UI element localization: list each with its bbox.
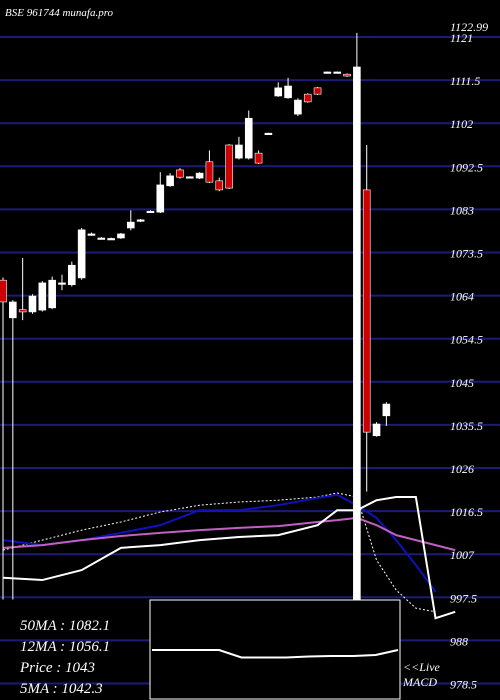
- info-text: 5MA : 1042.3: [20, 681, 103, 697]
- candle-body: [136, 219, 145, 222]
- candle-body: [274, 87, 283, 97]
- candle-body: [9, 301, 17, 319]
- candle-body: [303, 93, 312, 103]
- y-tick-label: 1026: [450, 462, 474, 476]
- candle-body: [126, 221, 135, 229]
- candle-body: [343, 73, 351, 77]
- y-tick-label: 1073.5: [450, 247, 483, 261]
- y-tick-label: 978.5: [450, 677, 477, 691]
- candle-body: [353, 66, 361, 601]
- indicator-line: [2, 496, 456, 620]
- y-tick-label: 1111.5: [450, 74, 480, 88]
- candle-body: [28, 295, 37, 313]
- candle-body: [215, 180, 224, 191]
- y-tick-label: 1102: [450, 117, 473, 131]
- candle-body: [156, 184, 165, 213]
- candle-body: [77, 229, 86, 279]
- candle-body: [235, 144, 243, 159]
- macd-label: MACD: [402, 675, 437, 689]
- last-high-label: 1122.99: [450, 20, 488, 34]
- candle-body: [68, 264, 76, 286]
- y-tick-label: 988: [450, 634, 468, 648]
- candle-body: [38, 282, 47, 311]
- candle-body: [117, 233, 125, 239]
- candle-body: [205, 161, 214, 183]
- candle-body: [195, 172, 204, 179]
- y-tick-label: 1007: [450, 548, 475, 562]
- y-tick-label: 997.5: [450, 591, 477, 605]
- candle-body: [225, 144, 233, 189]
- candle-body: [166, 175, 174, 187]
- candle-body: [372, 423, 381, 437]
- candle-body: [294, 99, 302, 115]
- candle-body: [323, 71, 332, 74]
- chart-title: BSE 961744 munafa.pro: [5, 7, 114, 19]
- candle-body: [176, 169, 184, 178]
- indicator-line: [2, 516, 456, 552]
- info-text: Price : 1043: [19, 660, 95, 676]
- candle-body: [0, 279, 7, 303]
- y-tick-label: 1121: [450, 31, 473, 45]
- y-tick-label: 1035.5: [450, 419, 483, 433]
- info-text: 12MA : 1056.1: [20, 639, 110, 655]
- indicator-line: [2, 492, 436, 613]
- candle-body: [58, 282, 66, 285]
- candle-body: [185, 176, 194, 179]
- candle-body: [313, 87, 322, 95]
- y-tick-label: 1092.5: [450, 160, 483, 174]
- y-tick-label: 1045: [450, 376, 474, 390]
- candle-body: [97, 237, 106, 240]
- candle-body: [254, 152, 263, 164]
- macd-label: <<Live: [403, 660, 441, 674]
- candle-body: [48, 279, 56, 309]
- candle-body: [87, 233, 96, 236]
- indicator-line: [2, 493, 437, 593]
- candle-body: [362, 189, 371, 433]
- candle-body: [284, 85, 292, 99]
- candle-body: [333, 71, 342, 74]
- candle-body: [107, 238, 115, 241]
- y-tick-label: 1064: [450, 290, 474, 304]
- y-tick-label: 1054.5: [450, 333, 483, 347]
- y-tick-label: 1016.5: [450, 505, 483, 519]
- candle-body: [18, 309, 27, 313]
- candle-body: [244, 117, 253, 159]
- candle-body: [146, 210, 155, 214]
- candle-body: [382, 403, 391, 417]
- macd-line: [152, 649, 399, 659]
- candle-body: [264, 132, 273, 135]
- y-tick-label: 1083: [450, 203, 474, 217]
- info-text: 50MA : 1082.1: [20, 618, 110, 634]
